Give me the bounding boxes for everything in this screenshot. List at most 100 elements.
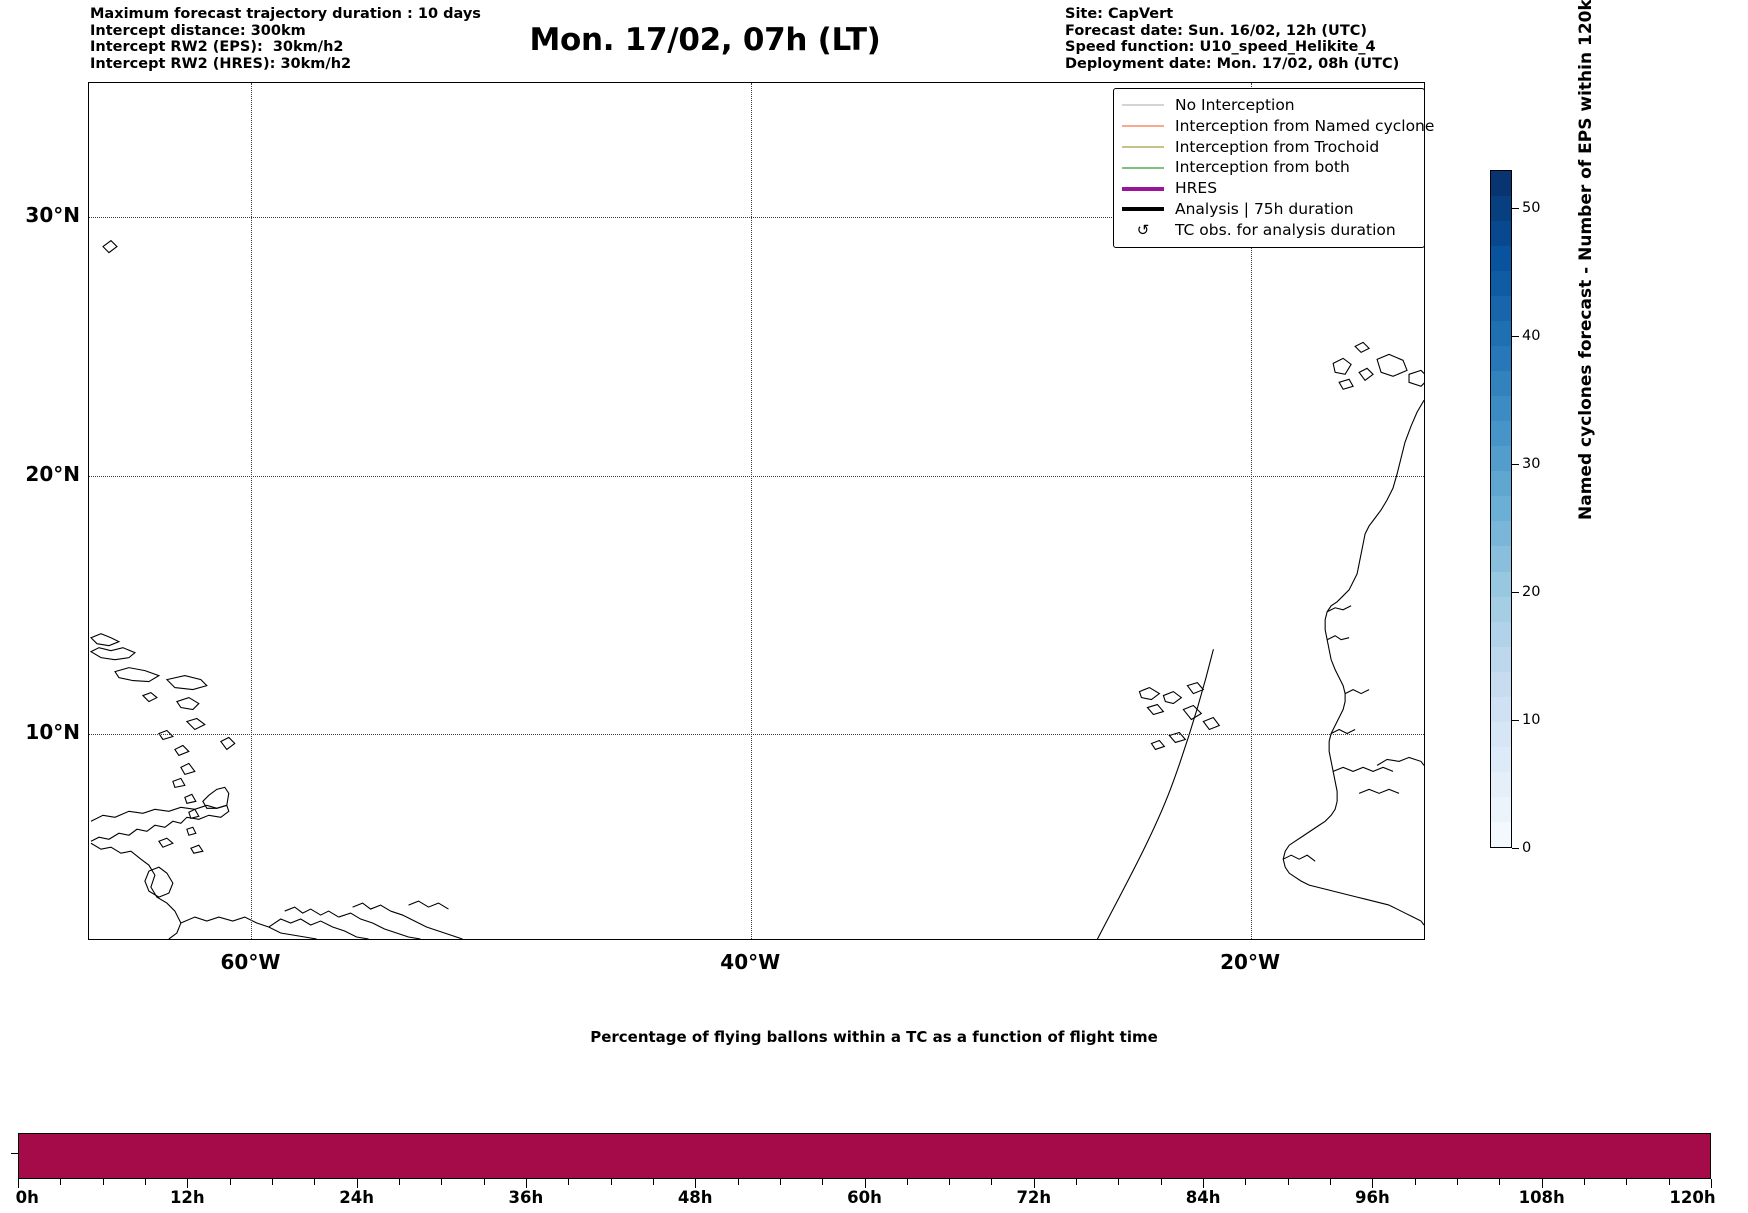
bottom-minor-tick [1287,1179,1289,1185]
header-left-line-1: Intercept distance: 300km [90,22,306,39]
bottom-tick-label-8: 96h [1355,1188,1390,1207]
bottom-minor-tick [441,1179,443,1185]
bottom-tick-label-6: 72h [1016,1188,1052,1207]
bottom-minor-tick [737,1179,739,1185]
legend-swatch-4 [1120,179,1166,199]
header-left-line-3: Intercept RW2 (HRES): 30km/h2 [90,55,352,72]
map-xtick-2: 20°W [1220,950,1281,974]
colorbar-segment [1491,571,1511,597]
bottom-tick-8 [1372,1179,1374,1188]
bottom-tick-label-9: 108h [1518,1188,1565,1207]
colorbar-segment [1491,221,1511,247]
legend-label-3: Interception from both [1175,158,1350,177]
colorbar-tick-2 [1512,592,1519,594]
colorbar-segment [1491,496,1511,522]
coastlines [89,239,1424,939]
bottom-bar-left-tick [11,1153,19,1154]
colorbar-segment [1491,421,1511,447]
map-ytick-0: 30°N [25,203,80,228]
bottom-minor-tick [652,1179,654,1185]
colorbar-segment [1491,346,1511,372]
colorbar-tick-0 [1512,848,1519,849]
legend-item-1[interactable]: Interception from Named cyclone [1120,116,1434,137]
colorbar-segment [1491,471,1511,497]
map-ytick-2: 10°N [25,720,80,745]
bottom-minor-tick [1414,1179,1416,1185]
bottom-tick-7 [1203,1179,1205,1188]
flight-time-bar-fill [19,1134,1710,1178]
bottom-minor-tick [1499,1179,1501,1185]
bottom-minor-tick [568,1179,570,1185]
bottom-bar-title: Percentage of flying ballons within a TC… [590,1028,1158,1046]
colorbar-title-text: Named cyclones forecast - Number of EPS … [1576,0,1596,520]
colorbar-segment [1491,271,1511,297]
legend-item-4[interactable]: HRES [1120,178,1416,199]
bottom-tick-9 [1541,1179,1543,1188]
colorbar-segment [1491,546,1511,572]
bottom-minor-tick [1457,1179,1459,1185]
colorbar-tick-label-1: 10 [1522,712,1541,729]
legend-item-3[interactable]: Interception from both [1120,157,1416,178]
legend-label-0: No Interception [1175,96,1295,114]
map-xtick-0: 60°W [220,950,281,974]
map-gridline-lat-1 [89,475,1424,477]
bottom-tick-label-7: 84h [1185,1188,1221,1207]
header-left-line-2: Intercept RW2 (EPS): 30km/h2 [90,39,344,56]
map-xtick-1: 40°W [720,950,781,974]
bottom-minor-tick [1330,1179,1332,1185]
bottom-tick-label-2: 24h [339,1188,374,1207]
colorbar-tick-label-0: 0 [1522,840,1532,856]
bottom-tick-4 [695,1179,697,1188]
colorbar-segment [1491,696,1511,722]
bottom-tick-1 [187,1179,189,1188]
bottom-minor-tick [949,1179,951,1185]
flight-time-bar[interactable] [18,1133,1711,1179]
legend-item-2[interactable]: Interception from Trochoid [1120,137,1416,158]
colorbar-tick-5 [1512,208,1519,210]
legend-label-4: HRES [1175,179,1218,198]
map-gridline-lon-1 [751,83,753,939]
colorbar-segment [1491,521,1511,547]
colorbar-segment [1491,771,1511,797]
bottom-minor-tick [906,1179,908,1185]
map-gridline-lat-0 [89,217,1424,219]
map-gridline-lon-0 [251,83,253,939]
bottom-minor-tick [1076,1179,1078,1185]
bottom-minor-tick [483,1179,485,1185]
bottom-tick-0 [18,1179,19,1188]
bottom-tick-label-1: 12h [169,1188,205,1207]
map-gridline-lat-2 [89,734,1424,736]
header-right-line-0: Site: CapVert [1065,6,1174,22]
bottom-minor-tick [1118,1179,1120,1185]
bottom-tick-label-5: 60h [847,1188,882,1207]
colorbar-segment [1491,646,1511,672]
colorbar-tick-1 [1512,720,1519,722]
bottom-minor-tick [1584,1179,1586,1185]
colorbar-segment [1491,446,1511,472]
bottom-tick-3 [525,1179,527,1188]
colorbar-segment [1491,396,1511,422]
colorbar-segment [1491,246,1511,272]
colorbar-tick-label-4: 40 [1522,328,1541,345]
legend-label-2: Interception from Trochoid [1175,137,1380,156]
bottom-tick-label-0: 0h [15,1188,39,1207]
bottom-minor-tick [102,1179,104,1185]
colorbar-tick-label-2: 20 [1522,584,1541,601]
bottom-minor-tick [229,1179,231,1185]
legend-item-6[interactable]: ↺ TC obs. for analysis duration [1120,220,1416,241]
colorbar-segment [1491,821,1511,847]
bottom-minor-tick [610,1179,612,1185]
legend-item-0[interactable]: No Interception [1120,95,1416,116]
legend-label-5: Analysis | 75h duration [1175,199,1354,218]
colorbar-segment [1491,196,1511,222]
legend-item-5[interactable]: Analysis | 75h duration [1120,199,1416,220]
header-right-line-2: Speed function: U10_speed_Helikite_4 [1065,39,1376,56]
header-right-line-3: Deployment date: Mon. 17/02, 08h (UTC) [1065,55,1400,72]
bottom-minor-tick [60,1179,62,1185]
colorbar-segment [1491,721,1511,747]
page-title: Mon. 17/02, 07h (LT) [529,22,881,58]
bottom-tick-label-3: 36h [508,1188,544,1207]
colorbar-tick-label-3: 30 [1522,456,1541,473]
colorbar-tick-label-5: 50 [1522,200,1541,217]
legend-label-1: Interception from Named cyclone [1175,116,1435,135]
